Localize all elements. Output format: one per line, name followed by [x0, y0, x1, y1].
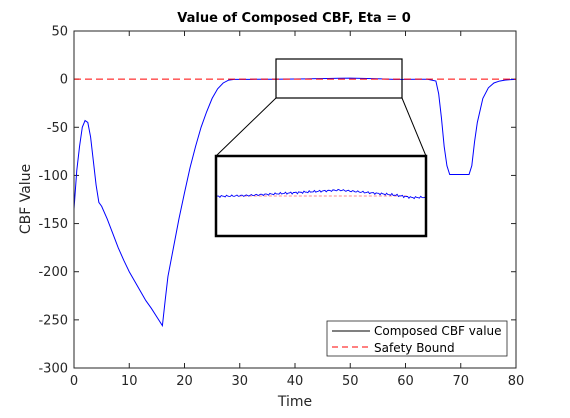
zoom-inset	[214, 154, 428, 238]
x-axis-label: Time	[277, 394, 312, 410]
x-tick-label: 50	[342, 374, 359, 389]
zoom-connector-left	[215, 97, 277, 157]
x-tick-label: 10	[121, 374, 138, 389]
zoom-region-rectangle	[275, 58, 403, 99]
legend: Composed CBF value Safety Bound	[326, 320, 508, 357]
y-tick-label: 0	[60, 73, 68, 88]
axis-ticks: 0 10 20 30 40 50 60 70 80 -300 -250 -200 -150 -100 -50…	[38, 25, 524, 390]
legend-label-composed-cbf: Composed CBF value	[374, 324, 502, 338]
y-tick-label: -50	[47, 121, 68, 136]
inset-series-composed-cbf	[215, 188, 427, 200]
x-tick-label: 30	[231, 374, 248, 389]
legend-box	[326, 320, 508, 357]
series-layer	[73, 77, 517, 328]
inset-series-layer	[215, 188, 427, 200]
y-tick-label: -250	[38, 313, 68, 328]
y-tick-label: -100	[38, 169, 68, 184]
series-line-composed-cbf	[73, 77, 517, 328]
y-tick-label: 50	[51, 25, 68, 40]
y-tick-label: -300	[38, 362, 68, 377]
x-tick-label: 20	[176, 374, 193, 389]
x-tick-label: 70	[452, 374, 469, 389]
y-tick-label: -200	[38, 265, 68, 280]
y-axis-label: CBF Value	[18, 164, 34, 234]
x-tick-label: 60	[397, 374, 414, 389]
y-tick-label: -150	[38, 217, 68, 232]
legend-label-safety-bound: Safety Bound	[374, 341, 455, 355]
axes-box	[73, 30, 517, 369]
inset-frame	[214, 154, 428, 238]
chart-title: Value of Composed CBF, Eta = 0	[177, 11, 411, 26]
zoom-connector-right	[401, 97, 427, 157]
x-tick-label: 80	[508, 374, 525, 389]
x-tick-label: 0	[70, 374, 78, 389]
x-tick-label: 40	[287, 374, 304, 389]
